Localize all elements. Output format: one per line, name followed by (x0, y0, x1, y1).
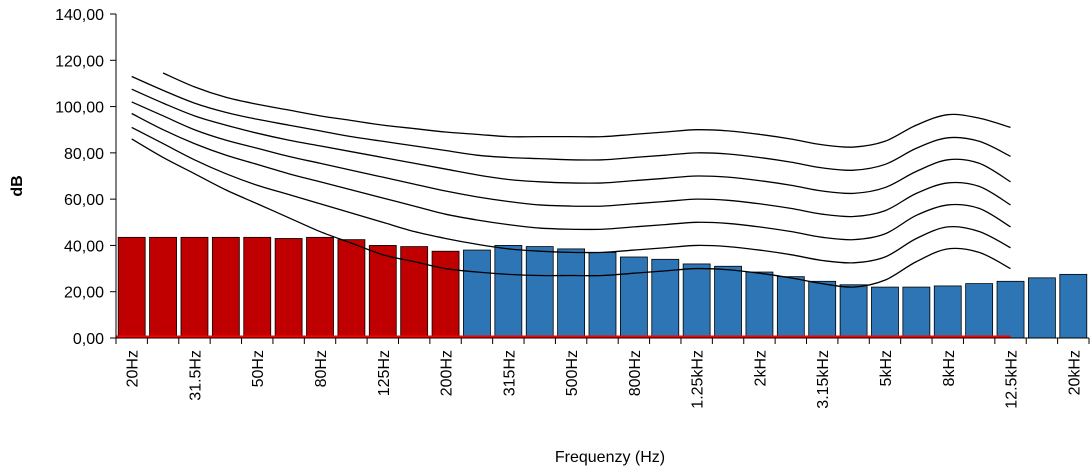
bar-1-13 (525, 246, 554, 339)
bar-1-20 (745, 271, 774, 339)
bar-1-22 (808, 280, 837, 339)
y-tick-label-2: 40,00 (64, 238, 104, 255)
contour-curve-0 (131, 138, 1011, 288)
x-tick-label-7: 500Hz (564, 350, 581, 396)
bar-1-19 (714, 265, 742, 339)
contour-curve-5 (131, 75, 1011, 171)
y-tick-label-0: 0,00 (73, 331, 104, 348)
y-tick-label-5: 100,00 (55, 100, 104, 117)
y-tick-label-1: 20,00 (64, 285, 104, 302)
bar-1-21 (776, 276, 805, 339)
contour-curve-1 (131, 126, 1011, 264)
bar-1-18 (682, 263, 711, 339)
bar-0-0 (117, 236, 146, 339)
x-tick-label-4: 125Hz (376, 350, 393, 396)
y-tick-label-4: 80,00 (64, 146, 104, 163)
y-tick-label-3: 60,00 (64, 192, 104, 209)
bar-1-11 (463, 249, 491, 339)
bar-1-24 (871, 286, 899, 339)
bar-1-14 (557, 248, 586, 339)
y-tick-label-6: 120,00 (55, 53, 104, 70)
x-tick-label-8: 800Hz (627, 350, 644, 396)
x-tick-label-10: 2kHz (752, 350, 769, 386)
bar-0-2 (180, 236, 209, 339)
bar-0-10 (431, 250, 460, 339)
x-axis-label: Frequenzy (Hz) (555, 449, 665, 466)
x-tick-label-12: 5kHz (878, 350, 895, 386)
axes-layer: 0,00 20,00 40,00 60,00 80,00 100,00 120,00 140,… (55, 7, 1090, 409)
x-tick-label-1: 31.5Hz (187, 350, 204, 401)
contour-curve-4 (131, 88, 1011, 195)
x-tick-label-3: 80Hz (313, 350, 330, 387)
bar-1-26 (933, 285, 962, 339)
bar-1-28 (996, 280, 1025, 339)
bar-1-12 (494, 245, 523, 339)
x-tick-label-2: 50Hz (250, 350, 267, 387)
bar-0-6 (306, 236, 334, 339)
bar-0-5 (274, 238, 303, 339)
bars-layer (116, 236, 1088, 339)
bar-0-7 (337, 239, 366, 339)
bar-0-4 (243, 236, 272, 339)
bar-0-1 (149, 236, 177, 339)
x-tick-label-11: 3.15kHz (815, 350, 832, 409)
bar-1-29 (1028, 277, 1056, 339)
bar-0-3 (211, 236, 240, 339)
bar-1-27 (965, 283, 994, 339)
contour-curve-3 (131, 101, 1011, 218)
bar-1-17 (651, 258, 680, 339)
x-tick-label-14: 12.5kHz (1004, 350, 1021, 409)
y-axis-label: dB (9, 175, 26, 196)
bar-1-30 (1059, 273, 1088, 339)
contours-layer (131, 72, 1011, 288)
x-tick-label-0: 20Hz (125, 350, 142, 387)
bar-1-16 (619, 256, 648, 339)
bar-1-23 (839, 284, 868, 339)
contour-curve-6 (162, 72, 1011, 148)
contour-curve-2 (131, 112, 1011, 241)
x-tick-label-13: 8kHz (941, 350, 958, 386)
x-tick-label-15: 20kHz (1066, 350, 1083, 395)
bar-1-25 (902, 286, 931, 339)
y-tick-label-7: 140,00 (55, 7, 104, 24)
x-tick-label-9: 1.25kHz (690, 350, 707, 409)
bar-1-15 (588, 251, 617, 339)
bar-0-8 (368, 245, 397, 339)
x-tick-label-6: 315Hz (501, 350, 518, 396)
x-tick-label-5: 200Hz (439, 350, 456, 396)
